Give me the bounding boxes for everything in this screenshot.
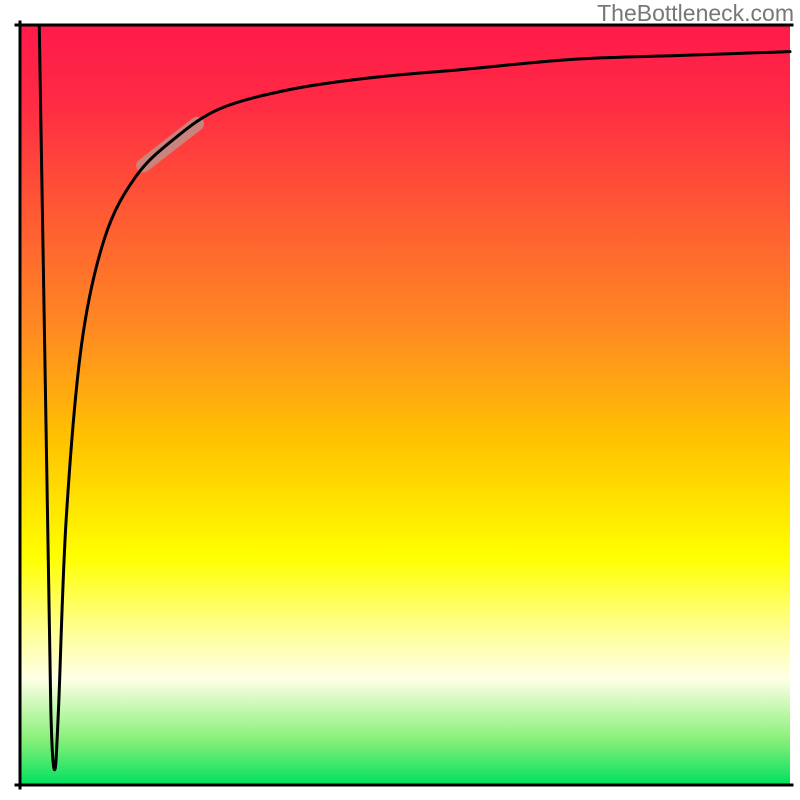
chart-svg: [0, 0, 800, 800]
watermark-text: TheBottleneck.com: [597, 0, 794, 27]
chart-stage: TheBottleneck.com: [0, 0, 800, 800]
plot-background: [20, 25, 790, 785]
